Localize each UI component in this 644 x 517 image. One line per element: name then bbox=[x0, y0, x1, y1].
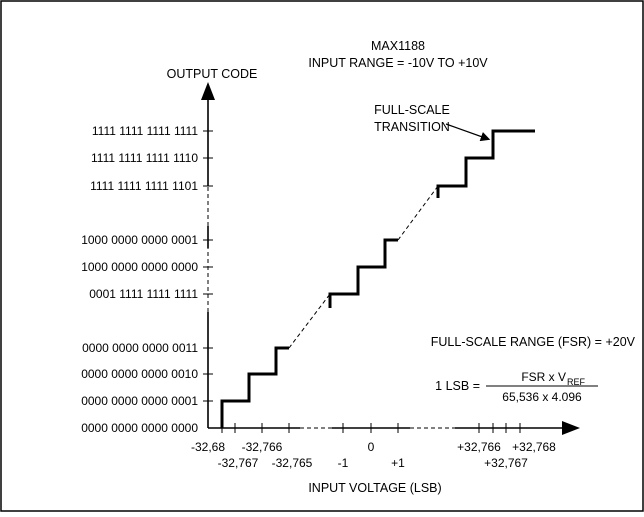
x-label: +1 bbox=[391, 456, 405, 470]
y-code-label: 1000 0000 0000 0001 bbox=[81, 233, 198, 247]
lsb-denominator: 65,536 x 4.096 bbox=[502, 390, 582, 404]
x-label: -1 bbox=[338, 456, 349, 470]
staircase-lower bbox=[220, 346, 289, 428]
fs-transition-label: FULL-SCALE bbox=[374, 103, 450, 117]
y-axis-arrow bbox=[201, 82, 215, 100]
x-label: +32,767 bbox=[484, 456, 528, 470]
staircase-upper bbox=[436, 129, 535, 198]
fs-transition-pointer bbox=[445, 123, 491, 142]
staircase-middle bbox=[328, 238, 398, 308]
y-code-label: 0001 1111 1111 1111 bbox=[89, 287, 198, 301]
x-labels-lower: -32,767 -32,765 -1 +1 +32,767 bbox=[218, 456, 529, 470]
x-label: -32,68 bbox=[191, 440, 225, 454]
y-code-label: 1111 1111 1111 1101 bbox=[90, 179, 198, 193]
y-code-label: 0000 0000 0000 0010 bbox=[81, 367, 198, 381]
x-label: +32,766 bbox=[457, 440, 501, 454]
x-ticks bbox=[221, 423, 521, 433]
input-range: INPUT RANGE = -10V TO +10V bbox=[308, 56, 488, 70]
lsb-numerator: FSR x V bbox=[521, 370, 566, 384]
x-label: +32,768 bbox=[512, 440, 556, 454]
y-code-label: 0000 0000 0000 0001 bbox=[81, 394, 198, 408]
y-code-labels: 1111 1111 1111 1111 1111 1111 1111 1110 … bbox=[81, 124, 198, 435]
x-axis-title: INPUT VOLTAGE (LSB) bbox=[308, 481, 441, 495]
fs-transition-label-2: TRANSITION bbox=[374, 120, 450, 134]
device-name: MAX1188 bbox=[371, 39, 425, 53]
x-labels-upper: -32,68 -32,766 0 +32,766 +32,768 bbox=[191, 440, 556, 454]
y-axis-title: OUTPUT CODE bbox=[167, 67, 258, 81]
fsr-note: FULL-SCALE RANGE (FSR) = +20V bbox=[431, 335, 636, 349]
x-label: -32,767 bbox=[218, 456, 259, 470]
y-ticks bbox=[203, 130, 213, 402]
lsb-prefix: 1 LSB = bbox=[435, 379, 480, 393]
x-label: -32,765 bbox=[272, 456, 313, 470]
staircase-dash-lower bbox=[288, 293, 331, 349]
y-code-label: 1000 0000 0000 0000 bbox=[81, 260, 198, 274]
lsb-formula: 1 LSB = FSR x V REF 65,536 x 4.096 bbox=[435, 370, 598, 404]
x-label: -32,766 bbox=[242, 440, 283, 454]
y-code-label: 0000 0000 0000 0000 bbox=[81, 421, 198, 435]
y-code-label: 1111 1111 1111 1111 bbox=[92, 124, 198, 138]
x-label: 0 bbox=[368, 440, 375, 454]
staircase-dash-upper bbox=[397, 185, 439, 241]
y-code-label: 0000 0000 0000 0011 bbox=[82, 341, 198, 355]
lsb-numerator-sub: REF bbox=[567, 377, 586, 387]
x-axis-arrow bbox=[562, 421, 580, 435]
y-code-label: 1111 1111 1111 1110 bbox=[91, 151, 198, 165]
